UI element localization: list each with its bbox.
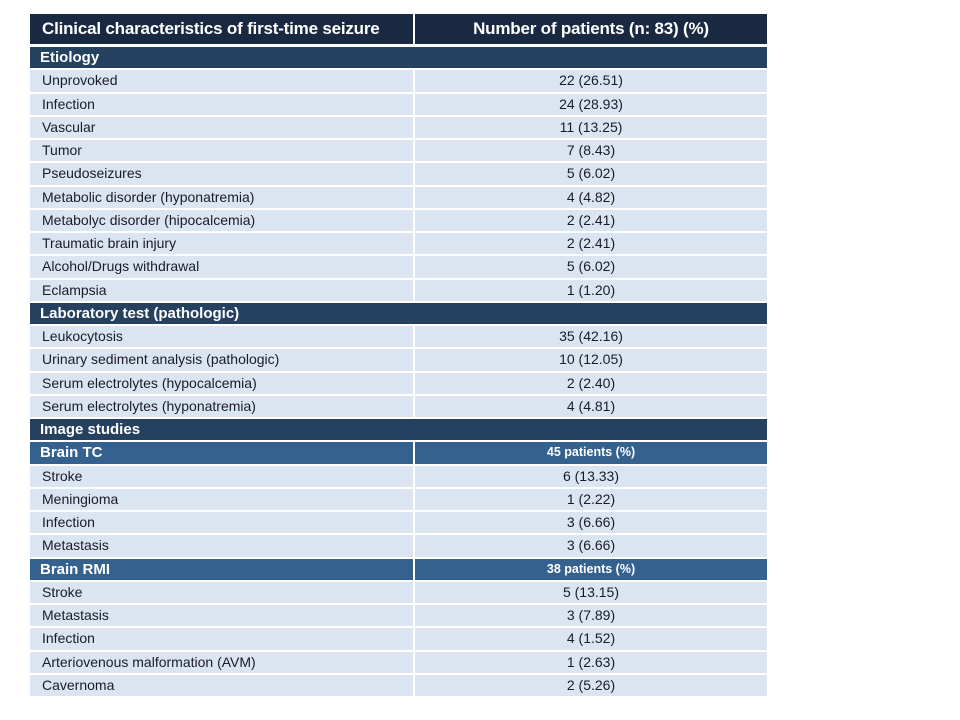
row-label: Alcohol/Drugs withdrawal (30, 256, 415, 278)
table-row: Cavernoma 2 (5.26) (30, 674, 767, 698)
clinical-characteristics-table: Clinical characteristics of first-time s… (30, 14, 767, 698)
row-value: 1 (2.63) (415, 651, 767, 673)
row-label: Metabolyc disorder (hipocalcemia) (30, 209, 415, 231)
section-header-row: Etiology (30, 47, 767, 71)
table-row: Infection 24 (28.93) (30, 93, 767, 117)
table-row: Metabolic disorder (hyponatremia) 4 (4.82… (30, 186, 767, 210)
row-value: 6 (13.33) (415, 465, 767, 487)
row-value: 4 (4.82) (415, 186, 767, 208)
row-label: Leukocytosis (30, 326, 415, 348)
row-label: Infection (30, 512, 415, 534)
subsection-label: Brain TC (30, 442, 415, 464)
table-row: Urinary sediment analysis (pathologic) 10… (30, 349, 767, 373)
row-value: 2 (2.41) (415, 209, 767, 231)
row-value: 24 (28.93) (415, 93, 767, 115)
row-label: Infection (30, 93, 415, 115)
col-header-characteristics: Clinical characteristics of first-time s… (30, 14, 415, 44)
row-label: Cavernoma (30, 674, 415, 696)
row-value: 3 (7.89) (415, 605, 767, 627)
table-row: Serum electrolytes (hyponatremia) 4 (4.81… (30, 395, 767, 419)
table-row: Metabolyc disorder (hipocalcemia) 2 (2.41… (30, 209, 767, 233)
table-row: Stroke 5 (13.15) (30, 581, 767, 605)
row-value: 5 (13.15) (415, 581, 767, 603)
section-header-row: Image studies (30, 419, 767, 443)
row-label: Tumor (30, 140, 415, 162)
row-label: Infection (30, 628, 415, 650)
subsection-label: Brain RMI (30, 558, 415, 580)
row-value: 5 (6.02) (415, 256, 767, 278)
subsection-value: 45 patients (%) (415, 442, 767, 464)
row-value: 2 (5.26) (415, 674, 767, 696)
row-label: Pseudoseizures (30, 163, 415, 185)
table-row: Metastasis 3 (7.89) (30, 605, 767, 629)
col-header-patients: Number of patients (n: 83) (%) (415, 14, 767, 44)
row-label: Stroke (30, 581, 415, 603)
row-label: Urinary sediment analysis (pathologic) (30, 349, 415, 371)
table-row: Infection 4 (1.52) (30, 628, 767, 652)
table-row: Vascular 11 (13.25) (30, 116, 767, 140)
row-value: 35 (42.16) (415, 326, 767, 348)
table-row: Serum electrolytes (hypocalcemia) 2 (2.40… (30, 372, 767, 396)
table-body: Etiology Unprovoked 22 (26.51) Infection 24 … (30, 47, 767, 698)
table-header-row: Clinical characteristics of first-time s… (30, 14, 767, 44)
row-label: Eclampsia (30, 279, 415, 301)
row-value: 5 (6.02) (415, 163, 767, 185)
table-row: Arteriovenous malformation (AVM) 1 (2.63) (30, 651, 767, 675)
table-row: Unprovoked 22 (26.51) (30, 70, 767, 94)
table-row: Eclampsia 1 (1.20) (30, 279, 767, 303)
row-label: Arteriovenous malformation (AVM) (30, 651, 415, 673)
row-label: Traumatic brain injury (30, 233, 415, 255)
table-row: Meningioma 1 (2.22) (30, 488, 767, 512)
table-row: Pseudoseizures 5 (6.02) (30, 163, 767, 187)
row-value: 7 (8.43) (415, 140, 767, 162)
row-value: 2 (2.40) (415, 372, 767, 394)
row-label: Serum electrolytes (hypocalcemia) (30, 372, 415, 394)
row-value: 10 (12.05) (415, 349, 767, 371)
row-label: Serum electrolytes (hyponatremia) (30, 395, 415, 417)
row-label: Stroke (30, 465, 415, 487)
row-value: 2 (2.41) (415, 233, 767, 255)
table-row: Tumor 7 (8.43) (30, 140, 767, 164)
row-label: Metastasis (30, 535, 415, 557)
row-value: 4 (1.52) (415, 628, 767, 650)
row-label: Unprovoked (30, 70, 415, 92)
table-row: Alcohol/Drugs withdrawal 5 (6.02) (30, 256, 767, 280)
table-row: Stroke 6 (13.33) (30, 465, 767, 489)
row-value: 1 (1.20) (415, 279, 767, 301)
row-label: Meningioma (30, 488, 415, 510)
table-row: Infection 3 (6.66) (30, 512, 767, 536)
row-value: 3 (6.66) (415, 512, 767, 534)
row-value: 11 (13.25) (415, 116, 767, 138)
row-label: Metastasis (30, 605, 415, 627)
row-label: Vascular (30, 116, 415, 138)
subsection-value: 38 patients (%) (415, 558, 767, 580)
row-value: 22 (26.51) (415, 70, 767, 92)
row-value: 4 (4.81) (415, 395, 767, 417)
table-row: Leukocytosis 35 (42.16) (30, 326, 767, 350)
row-value: 1 (2.22) (415, 488, 767, 510)
table-row: Traumatic brain injury 2 (2.41) (30, 233, 767, 257)
row-value: 3 (6.66) (415, 535, 767, 557)
row-label: Metabolic disorder (hyponatremia) (30, 186, 415, 208)
table-row: Metastasis 3 (6.66) (30, 535, 767, 559)
subsection-header-row: Brain TC 45 patients (%) (30, 442, 767, 466)
subsection-header-row: Brain RMI 38 patients (%) (30, 558, 767, 582)
section-header-row: Laboratory test (pathologic) (30, 302, 767, 326)
